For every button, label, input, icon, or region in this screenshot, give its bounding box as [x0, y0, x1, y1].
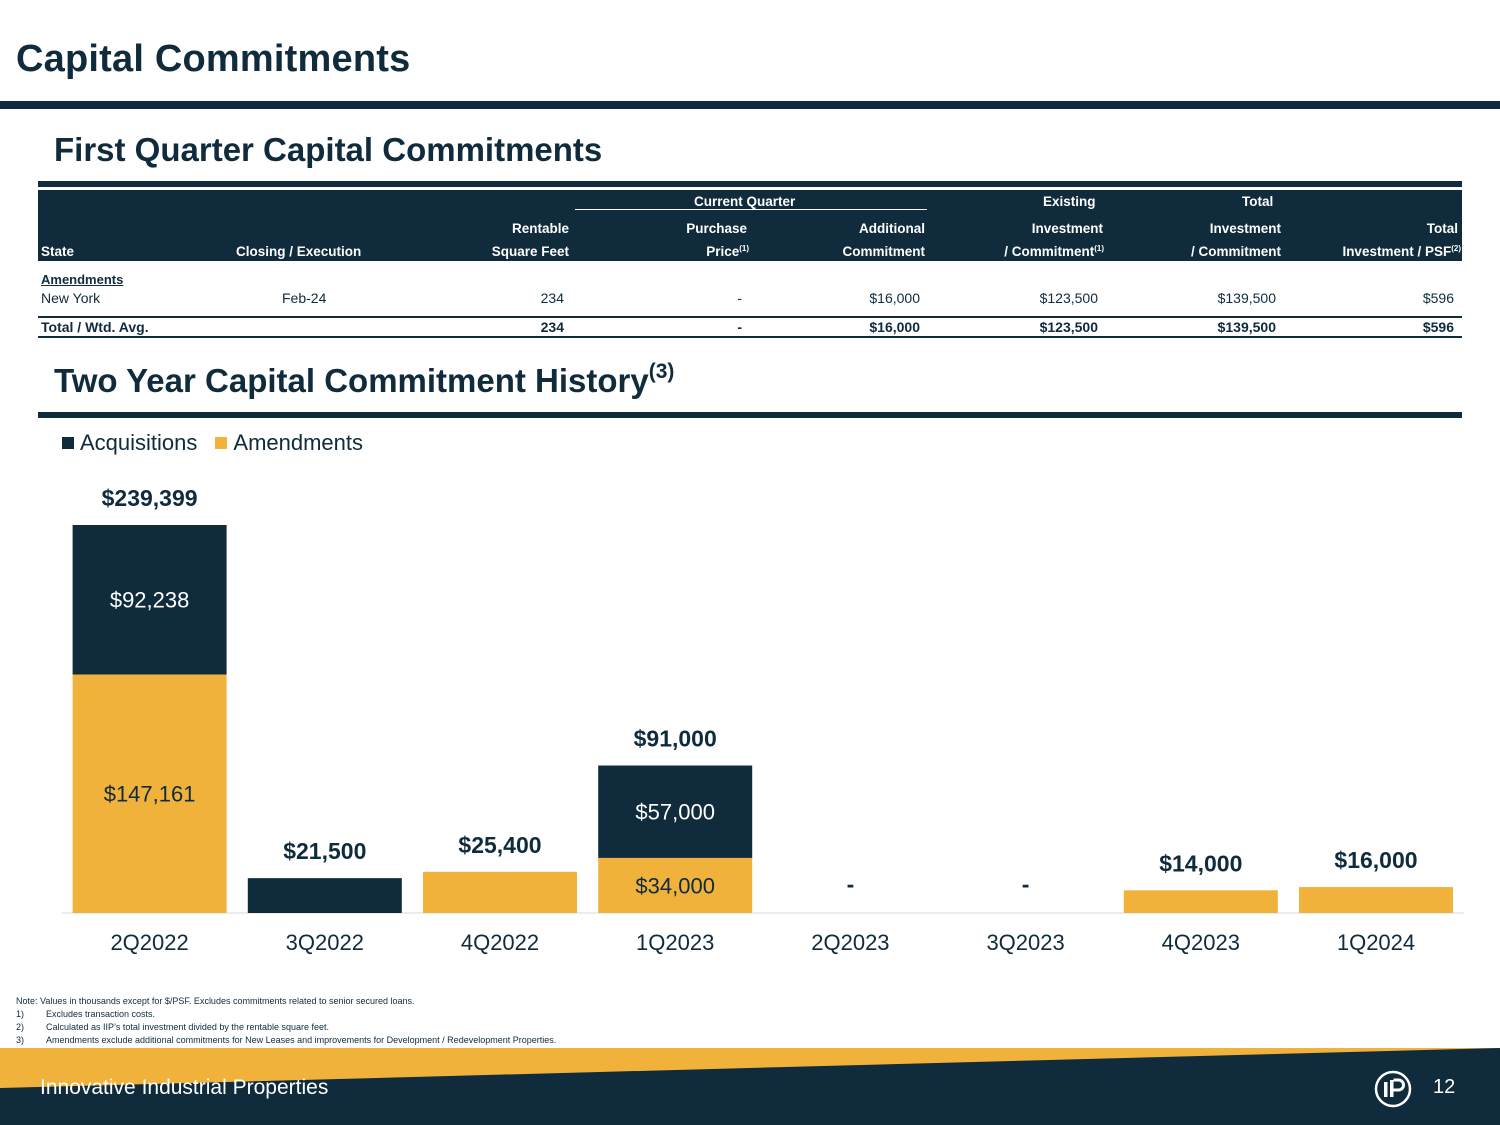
table-header: Current Quarter Existing Total State Clo… [38, 190, 1462, 261]
col-header-additional-1: Additional [859, 221, 925, 236]
legend-swatch-amendments [215, 437, 228, 449]
header-group-total: Total [1242, 194, 1274, 209]
cell-state: New York [41, 290, 101, 306]
footnote-3: 3) Amendments exclude additional commitme… [16, 1035, 557, 1045]
cell-existing: $123,500 [1039, 290, 1098, 306]
total-rsf: 234 [540, 319, 564, 335]
footer-gold-wedge [0, 1048, 1500, 1088]
footnote-2: 2) Calculated as IIP’s total investment d… [16, 1022, 329, 1032]
x-tick-label-4Q2023: 4Q2023 [1162, 930, 1240, 955]
segment-label-acquisitions-2Q2022: $92,238 [110, 588, 190, 613]
col-header-rsf-1: Rentable [511, 221, 569, 236]
cell-closing: Feb-24 [282, 290, 327, 306]
company-logo-icon [1374, 1070, 1412, 1108]
col-header-total-3: / Commitment [1190, 244, 1281, 259]
bar-amendments-4Q2022 [423, 871, 577, 913]
legend-label-acquisitions: Acquisitions [80, 430, 198, 455]
table-section-amendments: Amendments [41, 272, 124, 287]
total-existing: $123,500 [1039, 319, 1098, 335]
table-rule [38, 336, 1462, 338]
total-label-1Q2023: $91,000 [634, 726, 717, 752]
total-total: $139,500 [1217, 319, 1276, 335]
section-title-first-quarter: First Quarter Capital Commitments [54, 131, 603, 168]
segment-label-amendments-1Q2023: $34,000 [635, 873, 715, 898]
total-label-2Q2022: $239,399 [102, 485, 198, 511]
total-additional: $16,000 [869, 319, 920, 335]
total-purchase: - [737, 319, 742, 335]
x-tick-label-3Q2022: 3Q2022 [286, 930, 364, 955]
bar-amendments-4Q2023 [1123, 890, 1278, 913]
page-number: 12 [1433, 1076, 1456, 1098]
x-tick-label-3Q2023: 3Q2023 [986, 930, 1064, 955]
segment-label-acquisitions-1Q2023: $57,000 [635, 800, 715, 825]
title-rule [0, 101, 1500, 109]
col-header-psf-1: Total [1426, 221, 1458, 236]
footnote-1: 1) Excludes transaction costs. [16, 1009, 156, 1019]
bar-acquisitions-1Q2023 [598, 765, 753, 858]
footnotes: Note: Values in thousands except for $/P… [16, 995, 556, 1047]
cell-total: $139,500 [1217, 290, 1276, 306]
total-label-2Q2023: - [847, 871, 855, 897]
footer-company-name: Innovative Industrial Properties [40, 1076, 329, 1099]
section-title-history: Two Year Capital Commitment History(3) [54, 360, 675, 399]
stacked-bar-chart: $147,161 $92,238 $239,399 2Q2022 $21,500 3Q20… [62, 485, 1464, 955]
col-header-existing-2: Investment [1031, 221, 1103, 236]
x-tick-label-4Q2022: 4Q2022 [461, 930, 539, 955]
legend-swatch-acquisitions [62, 437, 74, 449]
footer-band [0, 1048, 1500, 1125]
chart-legend: Acquisitions Amendments [62, 430, 381, 456]
total-label-4Q2022: $25,400 [458, 832, 541, 858]
bar-acquisitions-3Q2022 [247, 878, 402, 913]
legend-item-acquisitions: Acquisitions [62, 430, 197, 456]
x-tick-label-2Q2022: 2Q2022 [110, 930, 188, 955]
col-header-existing-3: / Commitment(1) [1004, 244, 1104, 259]
total-label-3Q2022: $21,500 [283, 838, 366, 864]
col-header-state: State [41, 244, 75, 259]
header-group-current-quarter: Current Quarter [694, 194, 796, 209]
total-label-4Q2023: $14,000 [1159, 850, 1242, 876]
x-tick-label-1Q2023: 1Q2023 [636, 930, 714, 955]
header-group-existing: Existing [1043, 194, 1096, 209]
total-row-label: Total / Wtd. Avg. [41, 319, 149, 335]
cell-rsf: 234 [540, 290, 564, 306]
footnote-main: Note: Values in thousands except for $/P… [16, 996, 415, 1006]
header-group-underline [575, 209, 927, 210]
section-rule [38, 412, 1462, 418]
col-header-psf-2: Investment / PSF(2) [1342, 244, 1461, 259]
x-tick-label-1Q2024: 1Q2024 [1337, 930, 1415, 955]
col-header-additional-2: Commitment [842, 244, 925, 259]
x-tick-label-2Q2023: 2Q2023 [811, 930, 889, 955]
col-header-purchase-2: Price(1) [706, 244, 749, 259]
bar-acquisitions-2Q2022 [72, 525, 227, 675]
bar-amendments-1Q2024 [1299, 887, 1453, 913]
bar-amendments-1Q2023 [598, 857, 753, 913]
legend-item-amendments: Amendments [215, 430, 363, 456]
cell-purchase: - [737, 290, 742, 306]
section-rule [38, 181, 1462, 187]
table-rule [38, 316, 1462, 318]
total-label-1Q2024: $16,000 [1334, 847, 1417, 873]
page-title: Capital Commitments [16, 38, 411, 80]
col-header-total-2: Investment [1209, 221, 1281, 236]
cell-additional: $16,000 [869, 290, 920, 306]
col-header-purchase-1: Purchase [686, 221, 747, 236]
total-psf: $596 [1422, 319, 1454, 335]
col-header-closing: Closing / Execution [236, 244, 362, 259]
cell-psf: $596 [1422, 290, 1454, 306]
col-header-rsf-2: Square Feet [491, 244, 569, 259]
legend-label-amendments: Amendments [233, 430, 364, 455]
segment-label-amendments-2Q2022: $147,161 [104, 782, 196, 807]
total-label-3Q2023: - [1022, 871, 1030, 897]
bar-amendments-2Q2022 [72, 674, 227, 913]
